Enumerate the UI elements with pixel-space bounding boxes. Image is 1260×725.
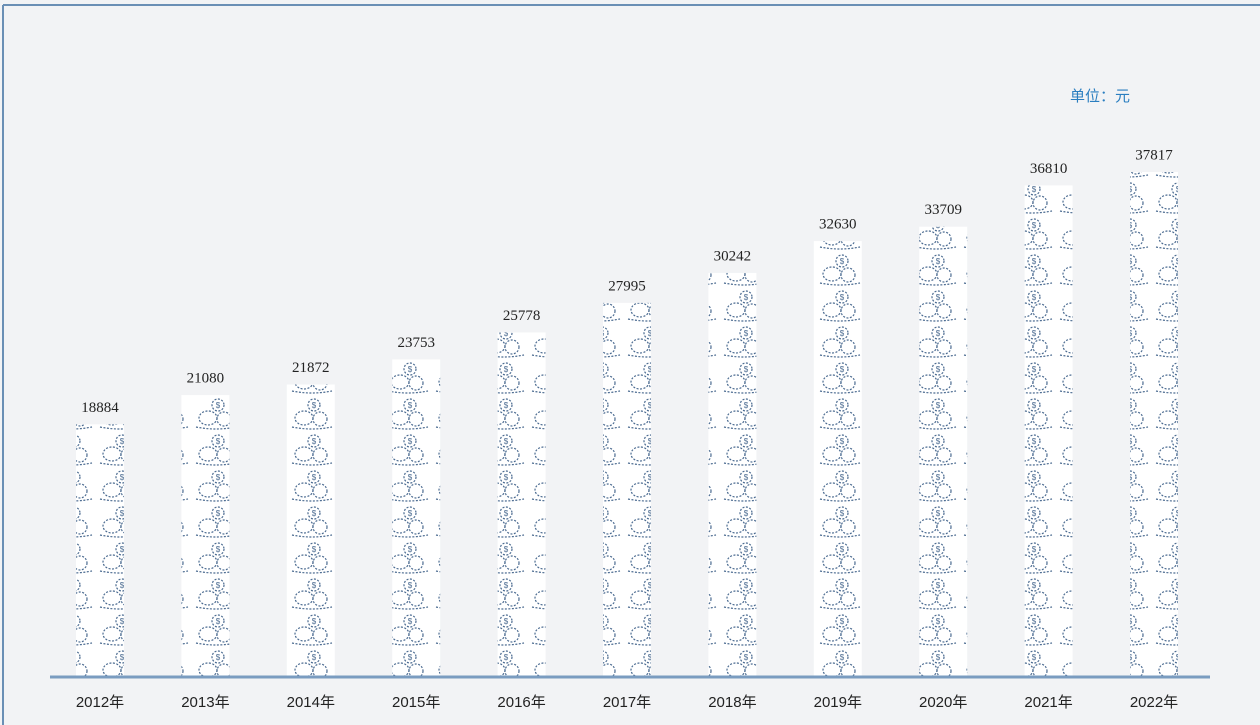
bar (1024, 185, 1073, 676)
x-tick-label: 2016年 (497, 694, 545, 711)
x-tick-label: 2021年 (1024, 694, 1072, 711)
bar (497, 332, 546, 676)
x-tick-label: 2018年 (708, 694, 756, 711)
x-tick-label: 2014年 (287, 694, 335, 711)
x-tick-label: 2015年 (392, 694, 440, 711)
value-label: 21080 (187, 370, 225, 386)
x-tick-label: 2019年 (814, 694, 862, 711)
value-label: 30242 (714, 248, 752, 264)
bar (76, 424, 124, 676)
x-tick-label: 2013年 (181, 694, 229, 711)
x-tick-label: 2017年 (603, 694, 651, 711)
x-tick-label: 2022年 (1130, 694, 1178, 711)
value-label: 21872 (292, 360, 330, 376)
value-label: 18884 (81, 400, 119, 416)
x-tick-label: 2012年 (76, 694, 124, 711)
unit-label: 单位：元 (1070, 88, 1130, 105)
bar (181, 395, 230, 676)
value-label: 37817 (1135, 147, 1173, 163)
value-label: 27995 (608, 278, 646, 294)
bar (919, 226, 968, 676)
value-label: 23753 (397, 335, 435, 351)
bar (603, 302, 651, 676)
bar (813, 241, 862, 676)
bar (286, 384, 335, 676)
bar (392, 359, 441, 676)
bar (1130, 172, 1178, 676)
value-label: 25778 (503, 308, 541, 324)
x-tick-label: 2020年 (919, 694, 967, 711)
value-label: 36810 (1030, 161, 1068, 177)
value-label: 32630 (819, 217, 857, 233)
bar (708, 272, 757, 676)
value-label: 33709 (924, 202, 962, 218)
